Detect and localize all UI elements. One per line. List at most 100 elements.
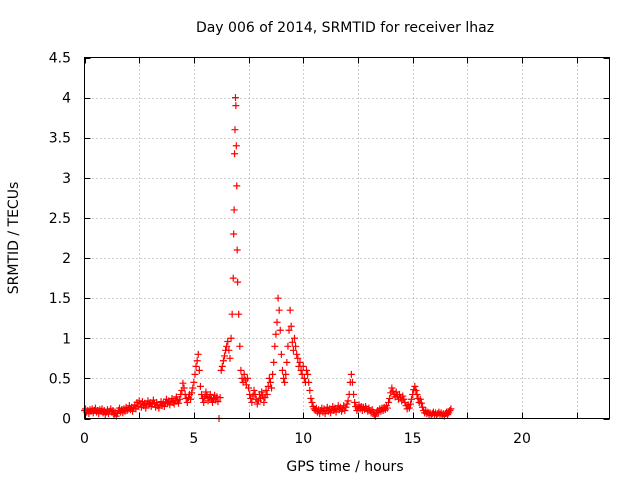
data-point	[282, 370, 290, 378]
data-point	[219, 357, 227, 365]
data-point	[276, 326, 284, 334]
x-tick-label: 15	[404, 431, 422, 447]
data-point	[344, 397, 352, 405]
data-point	[296, 358, 304, 366]
data-point	[294, 354, 302, 362]
data-point	[232, 102, 240, 110]
data-point	[292, 342, 300, 350]
data-point	[280, 374, 288, 382]
data-point	[400, 395, 408, 403]
data-point	[307, 394, 315, 402]
data-point	[234, 278, 242, 286]
plot-frame	[84, 57, 610, 419]
x-tick-labels: 0 5 10 15 20	[80, 431, 531, 447]
data-point	[245, 384, 253, 392]
data-point	[396, 390, 403, 398]
data-point	[204, 397, 212, 405]
data-point	[230, 206, 238, 214]
data-point	[214, 398, 222, 406]
data-point	[231, 94, 239, 102]
y-tick-label: 3.5	[49, 131, 71, 147]
data-point	[224, 337, 232, 345]
data-point	[411, 382, 419, 390]
data-point	[231, 126, 239, 134]
data-point	[183, 398, 191, 406]
data-point	[248, 398, 256, 406]
data-point	[218, 362, 226, 370]
data-point	[262, 386, 270, 394]
data-point	[271, 342, 279, 350]
y-tick-label: 3	[62, 171, 71, 187]
data-point	[188, 389, 196, 397]
data-point	[408, 395, 416, 403]
data-point	[293, 350, 301, 358]
data-point	[288, 338, 296, 346]
data-point	[236, 342, 244, 350]
data-point	[230, 230, 238, 238]
data-point	[231, 150, 239, 158]
data-point	[348, 378, 356, 386]
data-point	[235, 310, 243, 318]
data-point	[269, 370, 277, 378]
data-point	[206, 390, 214, 398]
y-tick-label: 2.5	[49, 211, 71, 227]
data-point	[405, 404, 413, 412]
data-point	[176, 395, 184, 403]
data-point	[187, 395, 195, 403]
data-point	[258, 388, 266, 396]
data-point	[350, 390, 358, 398]
data-point	[225, 346, 233, 354]
data-point	[175, 399, 183, 407]
y-tick-label: 0.5	[49, 371, 71, 387]
x-tick-label: 10	[294, 431, 312, 447]
data-point	[347, 370, 355, 378]
data-point	[226, 354, 234, 362]
chart-title: Day 006 of 2014, SRMTID for receiver lha…	[196, 20, 494, 36]
data-point	[342, 403, 350, 411]
data-point	[240, 370, 248, 378]
data-point	[343, 400, 351, 408]
data-point	[341, 406, 349, 414]
data-point	[388, 384, 396, 392]
data-point	[196, 382, 204, 390]
data-point	[200, 398, 208, 406]
data-point	[194, 350, 202, 358]
x-tick-label: 0	[80, 431, 89, 447]
data-point	[223, 342, 231, 350]
data-point	[221, 352, 228, 360]
grid	[84, 57, 610, 419]
y-axis-label: SRMTID / TECUs	[6, 182, 22, 295]
data-point	[286, 306, 294, 314]
data-point	[418, 403, 426, 411]
data-point	[213, 393, 221, 401]
data-point	[287, 322, 295, 330]
data-point	[270, 358, 278, 366]
data-point	[351, 398, 359, 406]
data-point	[190, 378, 198, 386]
data-point	[253, 400, 261, 408]
x-axis-label: GPS time / hours	[286, 459, 403, 475]
data-point	[228, 310, 236, 318]
data-point	[284, 342, 292, 350]
data-point	[383, 404, 391, 412]
data-point	[168, 394, 176, 402]
data-point	[406, 400, 414, 408]
data-point	[192, 362, 200, 370]
data-point	[264, 382, 272, 390]
data-point	[386, 394, 394, 402]
y-tick-label: 4	[62, 91, 71, 107]
data-point	[412, 386, 420, 394]
data-point	[160, 402, 168, 410]
data-point	[216, 394, 224, 402]
data-point	[299, 362, 307, 370]
x-tick-label: 20	[513, 431, 531, 447]
data-point	[289, 346, 297, 354]
data-point	[416, 395, 424, 403]
data-point	[123, 406, 131, 414]
data-point	[306, 386, 314, 394]
data-point	[446, 406, 454, 414]
data-point	[202, 388, 210, 396]
data-point	[385, 398, 393, 406]
data-point	[217, 366, 225, 374]
